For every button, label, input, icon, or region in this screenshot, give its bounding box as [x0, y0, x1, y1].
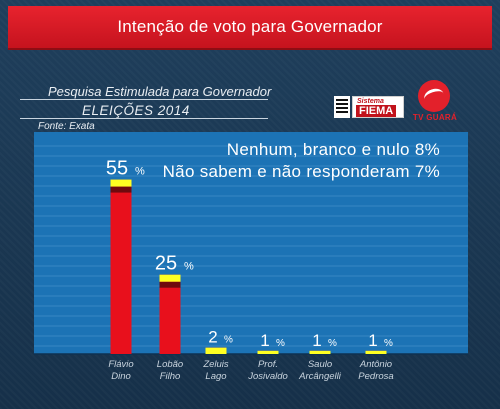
bar — [159, 274, 181, 354]
bar-shadow — [110, 186, 132, 193]
data-label: 2 — [208, 328, 217, 347]
data-label: 1 — [368, 331, 377, 350]
divider — [20, 99, 268, 100]
note-null-votes: Nenhum, branco e nulo 8% — [226, 140, 440, 159]
tick-label: Filho — [160, 371, 181, 382]
tick-label: Arcângelli — [298, 371, 342, 382]
bar-cap — [365, 350, 387, 354]
fiema-logo-small-text: Sistema — [357, 98, 384, 105]
data-label-unit: % — [135, 166, 145, 178]
survey-title: Pesquisa Estimulada para Governador — [48, 84, 272, 99]
data-label: 25 — [155, 253, 177, 275]
bar-cap — [205, 347, 227, 354]
tick-label: Zeluis — [202, 359, 229, 370]
tick-label: Josivaldo — [247, 371, 288, 382]
fiema-logo: Sistema FIEMA — [352, 96, 404, 118]
tick-label: Prof. — [258, 359, 278, 370]
bar-cap — [257, 350, 279, 354]
bar-shadow — [159, 281, 181, 288]
tick-label: Pedrosa — [358, 371, 393, 382]
source-label: Fonte: Exata — [38, 121, 95, 132]
tick-label: Lago — [205, 371, 226, 382]
tick-label: Flávio — [108, 359, 133, 370]
bar — [110, 179, 132, 354]
station-logo — [334, 96, 350, 118]
data-label-unit: % — [328, 338, 337, 349]
note-undecided: Não sabem e não responderam 7% — [162, 162, 440, 181]
plot-area — [34, 132, 468, 354]
tick-label: Saulo — [308, 359, 332, 370]
data-label-unit: % — [224, 335, 233, 346]
fiema-logo-text: FIEMA — [356, 105, 397, 117]
election-label: ELEIÇÕES 2014 — [82, 103, 190, 118]
bar-cap — [309, 350, 331, 354]
divider — [20, 118, 268, 119]
data-label-unit: % — [184, 261, 194, 273]
data-label: 1 — [312, 331, 321, 350]
tick-label: Lobão — [157, 359, 183, 370]
data-label: 1 — [260, 331, 269, 350]
tv-logo-text: TV GUARÁ — [412, 113, 458, 122]
data-label-unit: % — [276, 338, 285, 349]
data-label: 55 — [106, 158, 128, 180]
data-label-unit: % — [384, 338, 393, 349]
page-title: Intenção de voto para Governador — [117, 17, 383, 36]
tv-logo-icon — [418, 80, 450, 112]
bar-cap — [159, 274, 181, 282]
tick-label: Dino — [111, 371, 131, 382]
bar-cap — [110, 179, 132, 187]
tick-label: Antônio — [359, 359, 392, 370]
title-bar: Intenção de voto para Governador — [8, 6, 492, 50]
